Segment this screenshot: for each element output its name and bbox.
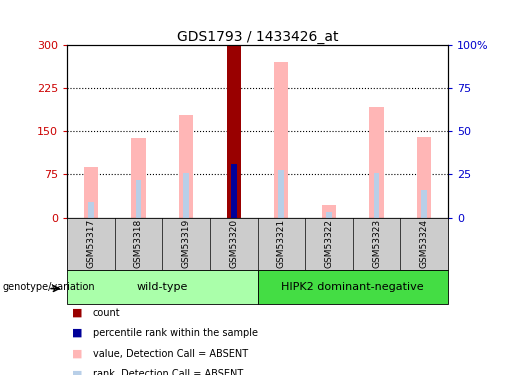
Bar: [67, 270, 258, 304]
Bar: [374, 172, 380, 217]
Bar: [417, 137, 432, 218]
Text: ■: ■: [72, 349, 82, 359]
Text: ■: ■: [72, 369, 82, 375]
Bar: [322, 205, 336, 218]
Text: ■: ■: [72, 328, 82, 338]
Text: rank, Detection Call = ABSENT: rank, Detection Call = ABSENT: [93, 369, 243, 375]
Text: GSM53323: GSM53323: [372, 219, 381, 268]
Text: GSM53319: GSM53319: [182, 219, 191, 268]
Bar: [421, 190, 427, 217]
Bar: [227, 46, 241, 217]
Text: GSM53318: GSM53318: [134, 219, 143, 268]
Text: count: count: [93, 308, 121, 318]
Bar: [258, 270, 448, 304]
Text: ■: ■: [72, 308, 82, 318]
Title: GDS1793 / 1433426_at: GDS1793 / 1433426_at: [177, 30, 338, 44]
Bar: [279, 170, 284, 217]
Bar: [274, 62, 288, 217]
Bar: [326, 212, 332, 217]
Text: HIPK2 dominant-negative: HIPK2 dominant-negative: [282, 282, 424, 292]
Bar: [369, 107, 384, 218]
Bar: [88, 202, 94, 217]
Text: GSM53317: GSM53317: [87, 219, 95, 268]
Text: GSM53320: GSM53320: [229, 219, 238, 268]
Text: GSM53322: GSM53322: [324, 219, 333, 268]
Text: value, Detection Call = ABSENT: value, Detection Call = ABSENT: [93, 349, 248, 359]
Text: percentile rank within the sample: percentile rank within the sample: [93, 328, 258, 338]
Bar: [135, 180, 141, 218]
Text: genotype/variation: genotype/variation: [3, 282, 95, 292]
Text: GSM53321: GSM53321: [277, 219, 286, 268]
Bar: [183, 172, 189, 217]
Bar: [231, 164, 236, 218]
Text: GSM53324: GSM53324: [420, 219, 428, 268]
Bar: [231, 164, 236, 218]
Bar: [227, 46, 241, 217]
Bar: [179, 115, 193, 218]
Bar: [131, 138, 146, 218]
Bar: [83, 167, 98, 218]
Text: wild-type: wild-type: [136, 282, 188, 292]
